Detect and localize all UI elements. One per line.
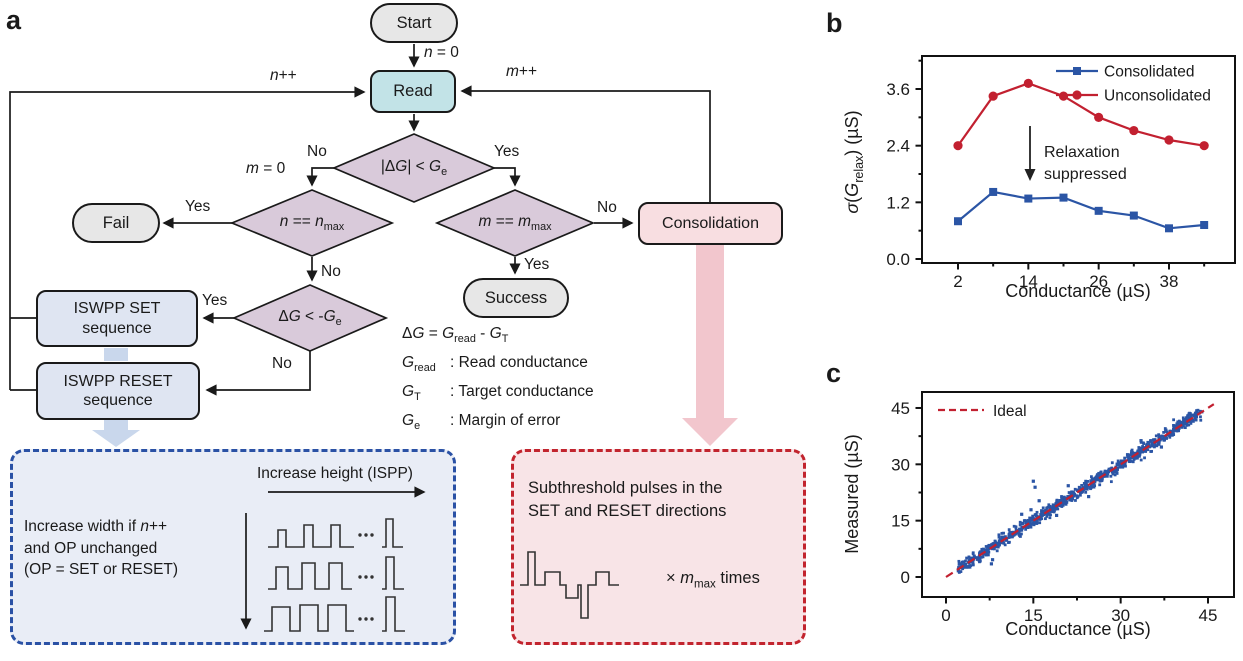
decision-n-eq-nmax: n == nmax — [279, 213, 345, 234]
panel-b-label: b — [826, 8, 843, 38]
pink-consolidation-arrow — [682, 245, 738, 446]
iswpp-reset-line1: ISWPP RESET — [63, 372, 173, 390]
iswpp-set-node: ISWPP SET sequence — [36, 290, 198, 347]
success-node: Success — [463, 278, 569, 318]
definition-term: Gread — [402, 354, 436, 375]
edge-label-n-pp: n++ — [270, 67, 297, 84]
svg-text:Relaxation: Relaxation — [1044, 144, 1120, 161]
svg-text:Conductance (µS): Conductance (µS) — [1005, 619, 1150, 639]
decision-m-eq-mmax: m == mmax — [478, 213, 552, 234]
svg-text:30: 30 — [1111, 606, 1130, 625]
increase-width-line3: (OP = SET or RESET) — [24, 561, 179, 578]
chart-b-legend: Consolidated Unconsolidated — [1056, 64, 1211, 105]
definition-desc: : Read conductance — [450, 354, 588, 372]
chart-c-scatter — [956, 408, 1204, 574]
panel-a-label: a — [6, 5, 22, 35]
panel-c-label: c — [826, 358, 842, 388]
edge-label-yes-fail: Yes — [185, 198, 211, 215]
series-unconsolidated — [957, 82, 1205, 147]
increase-height-label: Increase height (ISPP) — [257, 465, 413, 482]
series-consolidated — [957, 190, 1205, 230]
ideal-line — [945, 403, 1215, 578]
definition-row: ΔG = Gread - GT — [402, 322, 594, 351]
iswpp-set-line2: sequence — [82, 319, 152, 337]
symbol-definitions: ΔG = Gread - GT Gread : Read conductance… — [402, 322, 594, 438]
edge-label-m-pp: m++ — [506, 63, 538, 80]
edge-label-no-3: No — [597, 199, 617, 216]
increase-width-text: Increase width if n++ and OP unchanged (… — [24, 516, 178, 581]
svg-text:Conductance (µS): Conductance (µS) — [1005, 281, 1150, 301]
chart-c: 0 15 30 45 0 15 30 45 Ideal Conductance (µS) Measu… — [842, 391, 1235, 639]
consolidation-node: Consolidation — [638, 202, 783, 245]
svg-text:14: 14 — [1019, 272, 1038, 291]
svg-text:15: 15 — [891, 512, 910, 531]
subthreshold-line2: SET and RESET directions — [528, 502, 727, 520]
svg-text:Unconsolidated: Unconsolidated — [1104, 88, 1211, 105]
iswpp-reset-line2: sequence — [83, 392, 153, 409]
chart-c-legend: Ideal — [938, 403, 1027, 420]
edge-label-yes-1: Yes — [494, 143, 520, 160]
start-node: Start — [370, 3, 458, 43]
read-node: Read — [370, 70, 456, 113]
definition-row: Ge : Margin of error — [402, 409, 594, 438]
subthreshold-text: Subthreshold pulses in the SET and RESET… — [528, 477, 726, 523]
iswpp-reset-node: ISWPP RESET sequence — [36, 362, 200, 420]
svg-text:0.0: 0.0 — [886, 250, 910, 269]
definition-desc: : Margin of error — [450, 412, 561, 430]
svg-text:3.6: 3.6 — [886, 80, 910, 99]
definition-term: GT — [402, 383, 421, 404]
svg-text:Ideal: Ideal — [993, 403, 1027, 420]
chart-b: 2 14 26 38 0.0 1.2 2.4 3.6 Consolidated Unconsoli… — [842, 55, 1236, 301]
subthreshold-line1: Subthreshold pulses in the — [528, 479, 723, 497]
svg-text:45: 45 — [1199, 606, 1218, 625]
definition-desc: : Target conductance — [450, 383, 594, 401]
svg-text:0: 0 — [901, 568, 910, 587]
svg-text:38: 38 — [1160, 272, 1179, 291]
edge-label-yes-success: Yes — [524, 256, 550, 273]
svg-text:2: 2 — [953, 272, 962, 291]
increase-width-line2: and OP unchanged — [24, 539, 158, 557]
svg-text:1.2: 1.2 — [886, 193, 910, 212]
iswpp-set-line1: ISWPP SET — [73, 300, 161, 318]
svg-text:26: 26 — [1089, 272, 1108, 291]
chart-b-annotation: Relaxation suppressed — [1024, 126, 1127, 183]
definition-term: ΔG = Gread - GT — [402, 325, 509, 346]
svg-text:15: 15 — [1024, 606, 1043, 625]
mmax-times-label: × mmax times — [666, 569, 760, 591]
edge-label-no-reset: No — [272, 355, 292, 372]
edge-label-n-eq-0: n = 0 — [424, 44, 459, 61]
fail-node: Fail — [72, 203, 160, 243]
increase-width-line1: Increase width if n++ — [24, 518, 168, 535]
svg-text:Measured (µS): Measured (µS) — [842, 434, 862, 553]
svg-text:Consolidated: Consolidated — [1104, 64, 1194, 81]
edge-label-no-1: No — [307, 143, 327, 160]
svg-text:σ(Grelax) (µS): σ(Grelax) (µS) — [842, 110, 866, 213]
decision-dg-lt-ge: |ΔG| < Ge — [380, 158, 448, 179]
svg-text:0: 0 — [941, 606, 950, 625]
edge-label-yes-set: Yes — [202, 292, 228, 309]
decision-dg-lt-neg-ge: ΔG < -Ge — [278, 308, 342, 329]
definition-term: Ge — [402, 412, 421, 433]
svg-text:30: 30 — [891, 455, 910, 474]
edge-label-no-2: No — [321, 263, 341, 280]
svg-text:45: 45 — [891, 399, 910, 418]
edge-label-m-eq-0: m = 0 — [246, 160, 286, 177]
svg-text:2.4: 2.4 — [886, 137, 910, 156]
definition-row: GT : Target conductance — [402, 380, 594, 409]
svg-text:suppressed: suppressed — [1044, 166, 1127, 183]
definition-row: Gread : Read conductance — [402, 351, 594, 380]
